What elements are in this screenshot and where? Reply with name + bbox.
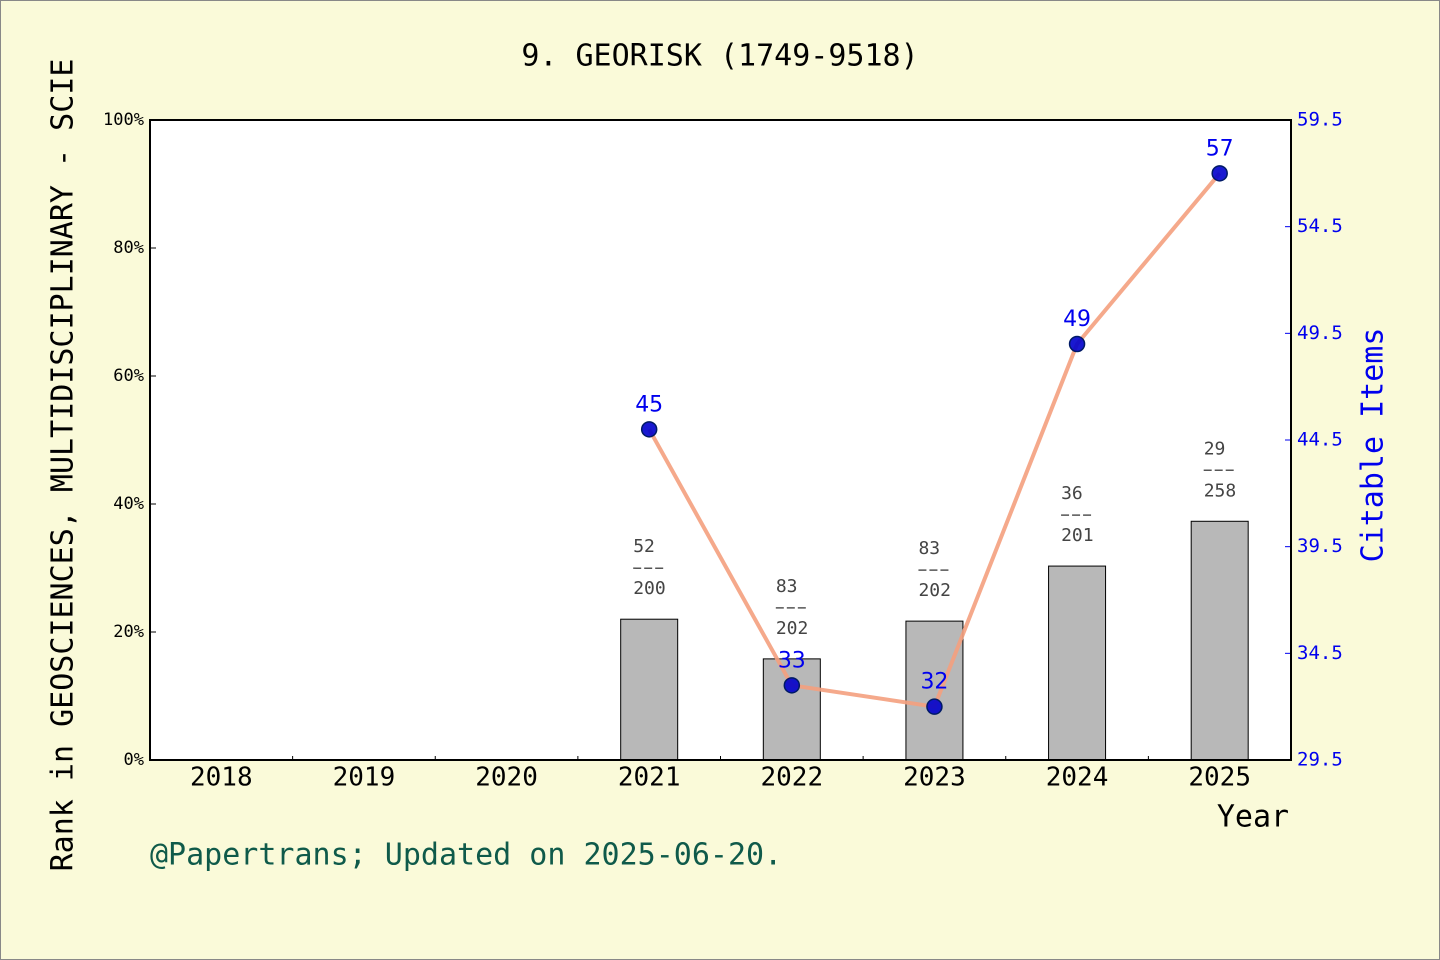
- point-label: 33: [778, 648, 806, 673]
- y-tick-label: 0%: [124, 750, 144, 770]
- point-label: 45: [635, 392, 663, 417]
- rank-label: 83: [776, 576, 798, 597]
- x-tick-label: 2018: [190, 763, 253, 793]
- bar: [1048, 565, 1107, 761]
- point-label: 57: [1206, 136, 1234, 161]
- x-tick-label: 2023: [903, 763, 966, 793]
- total-label: 201: [1061, 525, 1094, 546]
- total-label: 202: [776, 618, 809, 639]
- rank-label: 52: [633, 536, 655, 557]
- y2-tick-label: 29.5: [1297, 749, 1343, 771]
- x-tick-label: 2024: [1046, 763, 1109, 793]
- footer: @Papertrans; Updated on 2025-06-20.: [150, 838, 782, 873]
- y-tick-label: 20%: [113, 622, 144, 642]
- rank-label: 29: [1204, 438, 1226, 459]
- x-tick-label: 2025: [1188, 763, 1251, 793]
- point: [1211, 165, 1228, 182]
- rank-label: 83: [918, 538, 940, 559]
- rank-label: 36: [1061, 483, 1083, 504]
- point: [926, 698, 943, 715]
- y-tick-label: 60%: [113, 366, 144, 386]
- y2-axis-label: Citable Items: [1356, 328, 1391, 563]
- y2-tick-label: 59.5: [1297, 109, 1343, 131]
- y2-tick-label: 49.5: [1297, 322, 1343, 344]
- x-tick-label: 2022: [761, 763, 824, 793]
- total-label: 202: [918, 580, 951, 601]
- chart-title: 9. GEORISK (1749-9518): [521, 39, 918, 74]
- plot-frame: [149, 119, 1292, 761]
- x-tick-label: 2019: [333, 763, 396, 793]
- y2-tick-label: 44.5: [1297, 429, 1343, 451]
- point: [783, 677, 801, 694]
- bar: [620, 618, 679, 761]
- y-axis-label: Rank in GEOSCIENCES, MULTIDISCIPLINARY -…: [46, 59, 81, 872]
- total-label: 258: [1204, 480, 1237, 501]
- y-tick-label: 80%: [113, 238, 144, 258]
- x-axis-label: Year: [1217, 800, 1289, 835]
- y2-tick-label: 34.5: [1297, 642, 1343, 664]
- y2-tick-label: 39.5: [1297, 535, 1343, 557]
- point-label: 32: [920, 670, 948, 695]
- y-tick-label: 40%: [113, 494, 144, 514]
- point: [1068, 335, 1086, 353]
- x-tick-label: 2021: [618, 763, 681, 793]
- plot-area: [150, 120, 1291, 760]
- point: [640, 421, 658, 438]
- bar: [762, 658, 821, 761]
- y2-tick-label: 54.5: [1297, 215, 1343, 237]
- point-label: 49: [1063, 307, 1091, 332]
- total-label: 200: [633, 578, 666, 599]
- y-tick-label: 100%: [103, 110, 144, 130]
- x-tick-label: 2020: [475, 763, 538, 793]
- bar: [1190, 520, 1249, 761]
